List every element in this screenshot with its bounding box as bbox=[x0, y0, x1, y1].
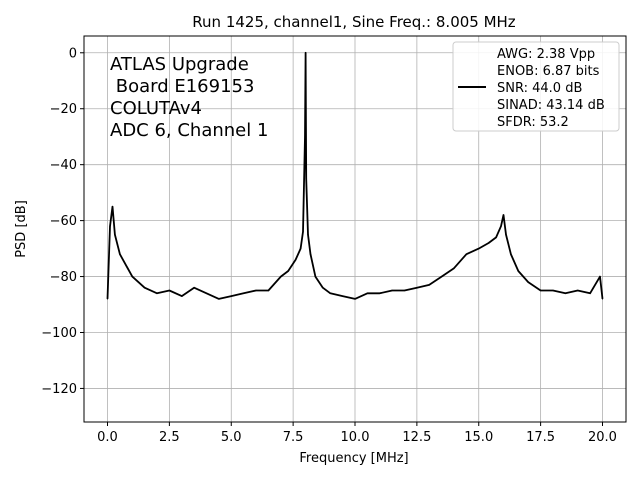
psd-data-point bbox=[218, 298, 220, 300]
psd-data-point bbox=[366, 292, 368, 294]
psd-data-point bbox=[527, 281, 529, 283]
psd-data-point bbox=[287, 270, 289, 272]
psd-data-point bbox=[354, 298, 356, 300]
psd-data-point bbox=[156, 292, 158, 294]
x-tick-label: 7.5 bbox=[283, 430, 304, 445]
psd-data-point bbox=[267, 289, 269, 292]
legend: AWG: 2.38 Vpp ENOB: 6.87 bits SNR: 44.0 … bbox=[452, 41, 620, 132]
psd-data-point bbox=[495, 236, 497, 238]
annotation-block: ATLAS Upgrade Board E169153 COLUTAv4 ADC… bbox=[110, 54, 268, 141]
psd-data-point bbox=[589, 292, 591, 294]
psd-data-point bbox=[510, 253, 512, 255]
y-axis-label: PSD [dB] bbox=[14, 200, 29, 258]
psd-data-point bbox=[302, 231, 304, 233]
psd-data-point bbox=[131, 275, 133, 278]
psd-data-point bbox=[329, 292, 331, 294]
psd-data-point bbox=[403, 289, 406, 292]
x-axis-ticks: 0.0 2.5 5.0 7.5 10.0 12.5 15.0 17.5 20.0 bbox=[97, 422, 617, 445]
legend-text-awg: AWG: 2.38 Vpp bbox=[497, 47, 595, 62]
legend-text-enob: ENOB: 6.87 bits bbox=[497, 64, 600, 79]
y-tick-label: −40 bbox=[50, 158, 77, 173]
psd-data-point bbox=[564, 292, 566, 294]
psd-data-point bbox=[342, 295, 344, 297]
psd-data-point bbox=[106, 298, 109, 300]
psd-data-point bbox=[416, 287, 418, 289]
annotation-line-2: Board E169153 bbox=[110, 76, 254, 97]
psd-data-point bbox=[552, 289, 554, 292]
legend-box bbox=[452, 41, 620, 132]
legend-text-sfdr: SFDR: 53.2 bbox=[497, 115, 569, 130]
psd-data-point bbox=[305, 178, 307, 180]
y-tick-label: −80 bbox=[50, 270, 77, 285]
psd-data-point bbox=[119, 253, 121, 255]
psd-data-point bbox=[307, 233, 309, 236]
psd-data-point bbox=[505, 233, 507, 236]
psd-data-point bbox=[502, 214, 505, 216]
psd-data-point bbox=[379, 292, 381, 294]
annotation-line-4: ADC 6, Channel 1 bbox=[110, 120, 268, 141]
y-axis-ticks: 0 −20 −40 −60 −80 −100 −120 bbox=[41, 46, 84, 397]
psd-data-point bbox=[453, 267, 455, 269]
psd-data-point bbox=[478, 247, 480, 250]
psd-data-point bbox=[299, 247, 302, 250]
y-tick-label: −120 bbox=[41, 382, 77, 397]
psd-data-point bbox=[114, 233, 116, 236]
x-axis-label: Frequency [MHz] bbox=[299, 451, 408, 466]
psd-data-point bbox=[599, 275, 601, 278]
y-tick-label: −60 bbox=[50, 214, 77, 229]
y-tick-label: −20 bbox=[50, 102, 77, 117]
psd-data-point bbox=[500, 225, 502, 227]
x-tick-label: 17.5 bbox=[526, 430, 555, 445]
psd-data-point bbox=[391, 289, 393, 292]
psd-data-point bbox=[181, 295, 183, 297]
psd-data-point bbox=[601, 298, 604, 300]
y-tick-label: 0 bbox=[69, 46, 77, 61]
y-tick-label: −100 bbox=[41, 326, 77, 341]
psd-data-point bbox=[441, 275, 443, 278]
legend-text-snr: SNR: 44.0 dB bbox=[497, 81, 582, 96]
psd-data-point bbox=[304, 136, 306, 138]
x-tick-label: 12.5 bbox=[402, 430, 431, 445]
psd-data-point bbox=[295, 259, 297, 261]
psd-data-point bbox=[305, 52, 307, 54]
x-tick-label: 10.0 bbox=[341, 430, 370, 445]
psd-data-point bbox=[111, 206, 114, 208]
x-tick-label: 15.0 bbox=[464, 430, 493, 445]
x-tick-label: 20.0 bbox=[588, 430, 617, 445]
annotation-line-3: COLUTAv4 bbox=[110, 98, 202, 119]
psd-data-point bbox=[517, 270, 519, 272]
psd-data-point bbox=[280, 275, 282, 278]
psd-data-point bbox=[109, 225, 111, 227]
psd-data-point bbox=[193, 287, 195, 289]
psd-data-point bbox=[205, 292, 208, 294]
annotation-line-1: ATLAS Upgrade bbox=[110, 54, 249, 75]
psd-data-point bbox=[168, 289, 170, 292]
psd-data-point bbox=[488, 242, 490, 244]
psd-data-point bbox=[314, 275, 317, 278]
plot-area bbox=[106, 51, 604, 300]
psd-data-point bbox=[577, 289, 579, 292]
psd-data-point bbox=[144, 287, 146, 289]
x-tick-label: 5.0 bbox=[221, 430, 242, 445]
psd-data-point bbox=[465, 253, 467, 255]
psd-data-point bbox=[540, 289, 542, 292]
chart-title: Run 1425, channel1, Sine Freq.: 8.005 MH… bbox=[192, 13, 516, 31]
legend-text-sinad: SINAD: 43.14 dB bbox=[497, 98, 605, 113]
psd-data-point bbox=[255, 289, 257, 292]
x-tick-label: 2.5 bbox=[159, 430, 180, 445]
psd-data-point bbox=[309, 253, 312, 255]
psd-data-point bbox=[230, 295, 232, 297]
psd-data-point bbox=[322, 287, 324, 289]
x-tick-label: 0.0 bbox=[97, 430, 118, 445]
series-layer bbox=[106, 51, 604, 300]
psd-data-point bbox=[243, 292, 245, 294]
psd-data-point bbox=[428, 284, 430, 286]
